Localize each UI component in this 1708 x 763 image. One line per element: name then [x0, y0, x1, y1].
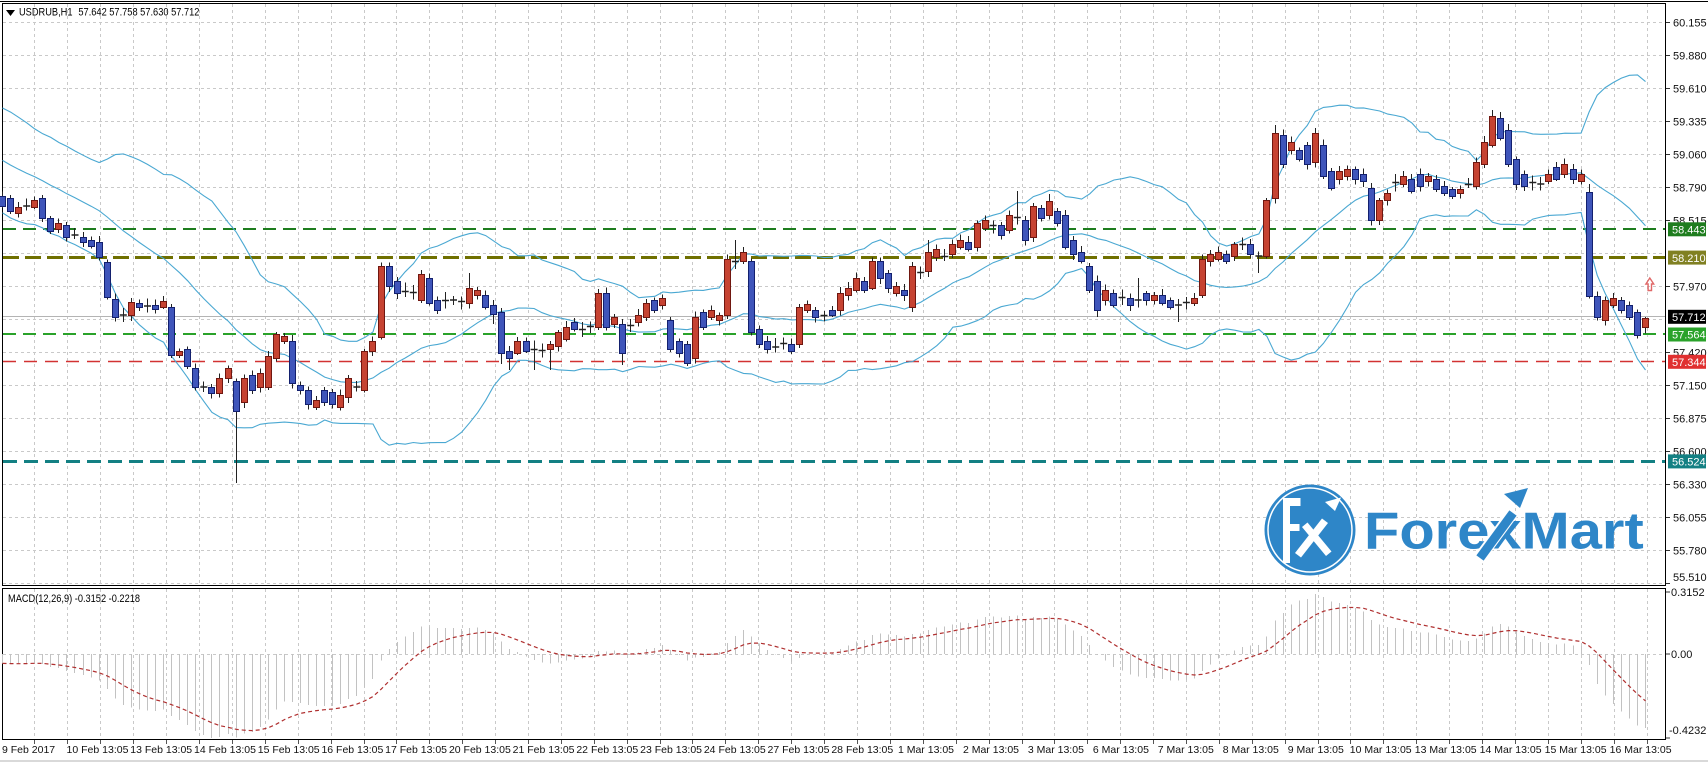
svg-text:57.150: 57.150 — [1673, 381, 1707, 393]
svg-text:7 Mar 13:05: 7 Mar 13:05 — [1158, 744, 1214, 756]
svg-text:21 Feb 13:05: 21 Feb 13:05 — [513, 744, 575, 756]
svg-text:0.00: 0.00 — [1671, 649, 1692, 661]
svg-text:2 Mar 13:05: 2 Mar 13:05 — [963, 744, 1019, 756]
svg-text:57.344: 57.344 — [1672, 357, 1706, 369]
svg-text:15 Mar 13:05: 15 Mar 13:05 — [1545, 744, 1607, 756]
svg-text:58.210: 58.210 — [1672, 253, 1706, 265]
svg-text:20 Feb 13:05: 20 Feb 13:05 — [449, 744, 511, 756]
svg-text:23 Feb 13:05: 23 Feb 13:05 — [640, 744, 702, 756]
svg-text:10 Mar 13:05: 10 Mar 13:05 — [1350, 744, 1412, 756]
svg-text:56.875: 56.875 — [1673, 414, 1707, 426]
svg-text:22 Feb 13:05: 22 Feb 13:05 — [576, 744, 638, 756]
svg-text:8 Mar 13:05: 8 Mar 13:05 — [1223, 744, 1279, 756]
svg-text:USDRUB,H1: USDRUB,H1 — [19, 7, 73, 19]
svg-text:59.880: 59.880 — [1673, 51, 1707, 63]
svg-text:55.510: 55.510 — [1673, 572, 1707, 584]
svg-text:MACD(12,26,9) -0.3152 -0.2218: MACD(12,26,9) -0.3152 -0.2218 — [8, 593, 140, 605]
svg-text:58.790: 58.790 — [1673, 183, 1707, 195]
svg-text:17 Feb 13:05: 17 Feb 13:05 — [385, 744, 447, 756]
svg-text:27 Feb 13:05: 27 Feb 13:05 — [768, 744, 830, 756]
svg-text:60.155: 60.155 — [1673, 18, 1707, 30]
svg-text:58.443: 58.443 — [1672, 225, 1706, 237]
svg-text:9 Feb 2017: 9 Feb 2017 — [2, 744, 55, 756]
svg-text:14 Feb 13:05: 14 Feb 13:05 — [194, 744, 256, 756]
svg-text:59.335: 59.335 — [1673, 117, 1707, 129]
svg-text:15 Feb 13:05: 15 Feb 13:05 — [258, 744, 320, 756]
svg-text:57.970: 57.970 — [1673, 282, 1707, 294]
svg-text:57.564: 57.564 — [1672, 330, 1706, 342]
svg-text:56.330: 56.330 — [1673, 480, 1707, 492]
svg-text:9 Mar 13:05: 9 Mar 13:05 — [1288, 744, 1344, 756]
svg-text:55.780: 55.780 — [1673, 546, 1707, 558]
svg-text:13 Feb 13:05: 13 Feb 13:05 — [130, 744, 192, 756]
svg-text:10 Feb 13:05: 10 Feb 13:05 — [67, 744, 129, 756]
svg-text:3 Mar 13:05: 3 Mar 13:05 — [1028, 744, 1084, 756]
svg-text:1 Mar 13:05: 1 Mar 13:05 — [898, 744, 954, 756]
svg-text:0.3152: 0.3152 — [1671, 587, 1705, 599]
svg-text:57.642 57.758 57.630 57.712: 57.642 57.758 57.630 57.712 — [78, 7, 199, 19]
svg-text:59.610: 59.610 — [1673, 84, 1707, 96]
svg-text:59.060: 59.060 — [1673, 150, 1707, 162]
svg-text:14 Mar 13:05: 14 Mar 13:05 — [1480, 744, 1542, 756]
svg-text:24 Feb 13:05: 24 Feb 13:05 — [704, 744, 766, 756]
svg-text:28 Feb 13:05: 28 Feb 13:05 — [831, 744, 893, 756]
svg-text:56.055: 56.055 — [1673, 513, 1707, 525]
svg-text:56.524: 56.524 — [1672, 457, 1706, 469]
svg-text:6 Mar 13:05: 6 Mar 13:05 — [1093, 744, 1149, 756]
svg-text:16 Feb 13:05: 16 Feb 13:05 — [321, 744, 383, 756]
svg-text:13 Mar 13:05: 13 Mar 13:05 — [1415, 744, 1477, 756]
svg-text:-0.4232: -0.4232 — [1669, 725, 1706, 737]
svg-text:57.712: 57.712 — [1672, 312, 1706, 324]
svg-text:16 Mar 13:05: 16 Mar 13:05 — [1610, 744, 1672, 756]
